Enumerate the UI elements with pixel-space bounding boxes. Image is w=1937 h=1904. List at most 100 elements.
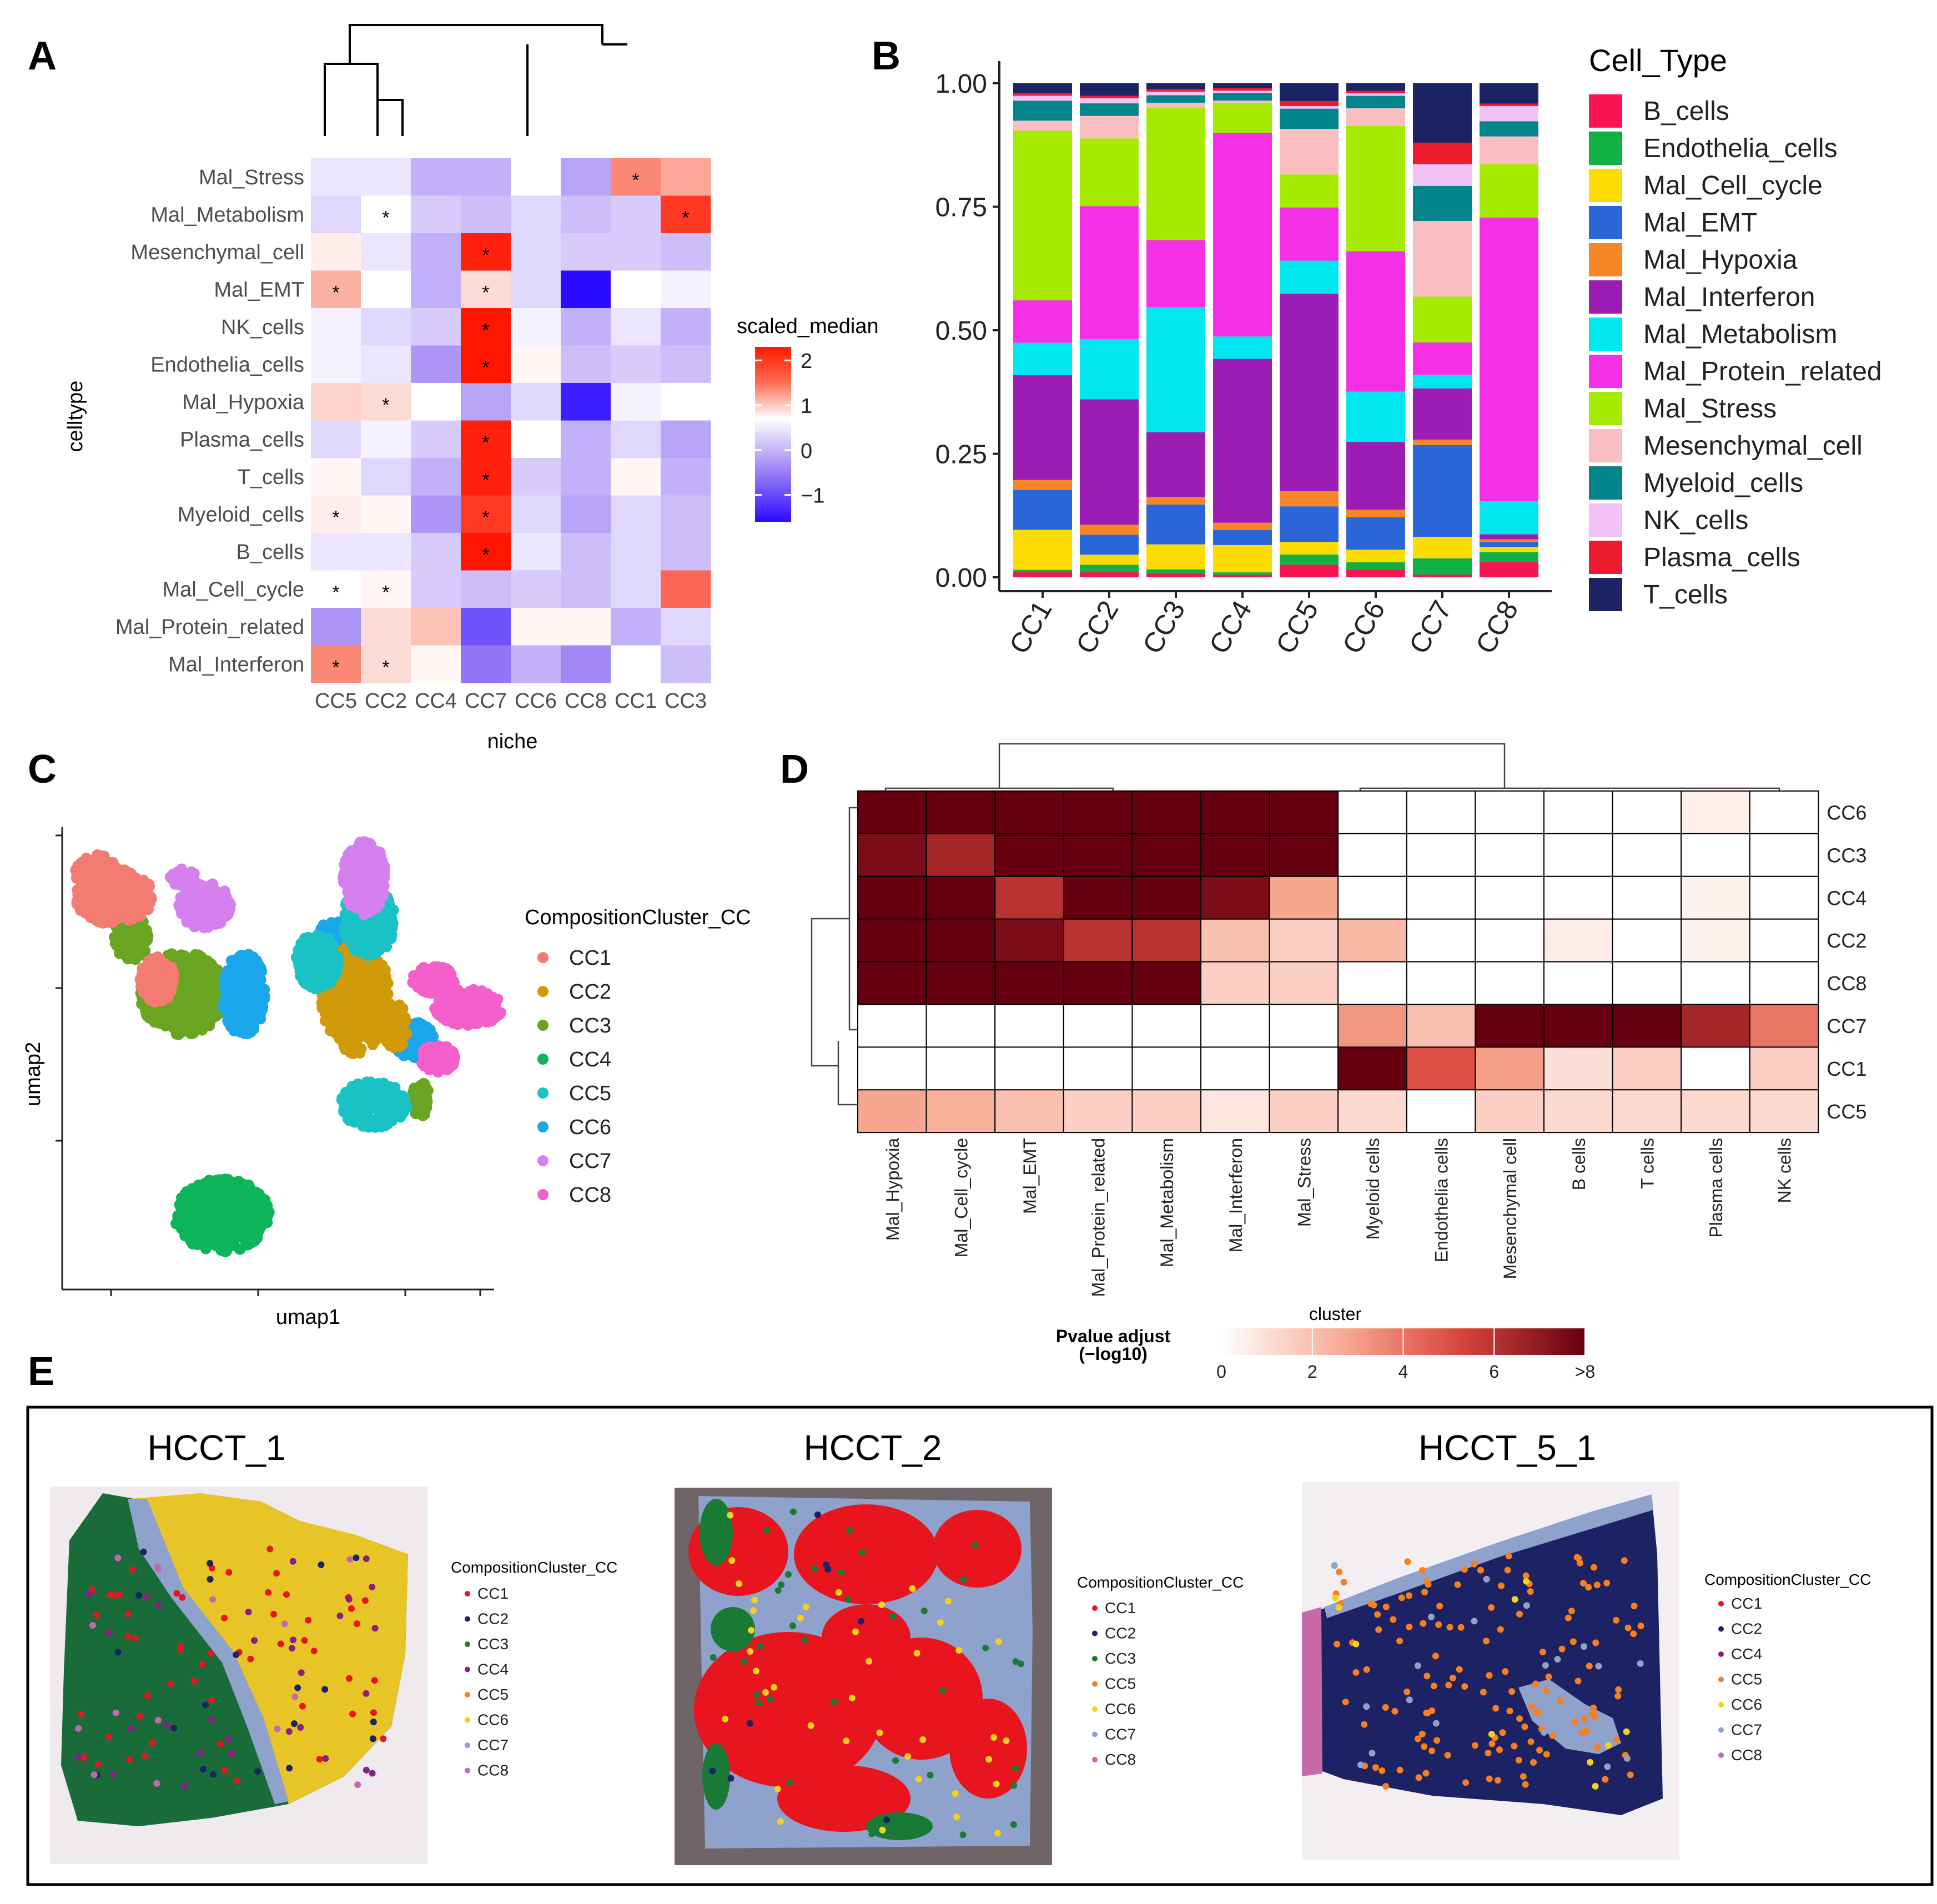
heatmap-a-cell-Mal_Metabolism-CC5: [311, 195, 361, 234]
heatmap-a-cell-B_cells-CC2: [361, 533, 411, 571]
umap-point-CC7: [202, 893, 214, 905]
legend-b-label: Mal_Metabolism: [1643, 320, 1837, 349]
heatmap-a-cell-Mal_Hypoxia-CC4: [411, 383, 461, 421]
umap-point-CC7: [353, 851, 365, 863]
legend-a-tick-label: 2: [801, 350, 812, 373]
bar-b-CC1-Mal_Metabolism: [1013, 342, 1072, 375]
legend-b-swatch-T_cells: [1589, 578, 1622, 611]
umap-point-CC4: [219, 1246, 231, 1257]
heatmap-a-cell-NK_cells-CC6: [511, 308, 561, 346]
bar-b-CC2-Mal_Interferon: [1080, 399, 1139, 525]
umap-point-CC2: [355, 1016, 367, 1027]
bar-b-CC8-Mal_Stress: [1480, 164, 1538, 218]
heatmap-a-cell-Mal_Stress-CC3: [661, 158, 711, 196]
heatmap-a-col-label: CC1: [615, 689, 657, 713]
bar-b-CC1-Mesenchymal_cell: [1013, 120, 1072, 131]
panel-d-legend-title-2: (−log10): [1079, 1344, 1148, 1364]
heatmap-d-cell-CC1-Myeloid cells: [1337, 1046, 1407, 1091]
umap-point-CC5: [311, 981, 323, 993]
heatmap-a-star: *: [482, 432, 489, 453]
bar-b-CC1-Plasma_cells: [1013, 93, 1072, 96]
bar-b-CC8-Mal_Metabolism: [1480, 501, 1538, 535]
heatmap-d-cell-CC2-Mal_Metabolism: [1131, 918, 1202, 963]
umap-point-CC4: [193, 1216, 204, 1228]
umap-point-CC8: [455, 995, 466, 1006]
heatmap-a-cell-Plasma_cells-CC3: [661, 420, 711, 459]
bar-b-CC2-Mal_Metabolism: [1080, 339, 1139, 400]
heatmap-d-cell-CC2-NK cells: [1749, 918, 1819, 963]
umap-point-CC2: [355, 980, 366, 992]
bar-b-CC1-T_cells: [1013, 83, 1072, 93]
heatmap-d-cell-CC2-B cells: [1543, 918, 1613, 963]
umap-point-CC3: [152, 1014, 164, 1025]
umap-point-CC1: [153, 986, 164, 998]
heatmap-a-cell-Mal_EMT-CC5: [311, 270, 361, 309]
bar-b-CC8-Plasma_cells: [1480, 103, 1538, 107]
umap-point-CC5: [372, 1102, 384, 1114]
heatmap-a-cell-Mal_Stress-CC6: [511, 158, 561, 196]
heatmap-a-cell-Mal_Cell_cycle-CC5: [311, 570, 361, 608]
bar-b-CC3-Mal_Protein_related: [1146, 240, 1205, 308]
heatmap-a-cell-Mesenchymal_cell-CC6: [511, 233, 561, 271]
legend-b-label: Mal_Cell_cycle: [1643, 171, 1823, 200]
umap-point-CC2: [348, 1032, 359, 1044]
umap-point-CC4: [208, 1214, 219, 1226]
umap-point-CC5: [369, 1121, 381, 1133]
umap-point-CC3: [177, 953, 188, 964]
umap-point-CC2: [374, 963, 386, 974]
legend-d-tick-label: 2: [1307, 1362, 1317, 1382]
heatmap-a-row-label: Mesenchymal_cell: [130, 241, 304, 264]
legend-b-swatch-Mal_Hypoxia: [1589, 243, 1622, 276]
heatmap-d-cell-CC8-T cells: [1612, 961, 1682, 1005]
heatmap-d-cell-CC7-B cells: [1543, 1004, 1613, 1048]
heatmap-a-cell-Mal_EMT-CC3: [661, 270, 711, 309]
heatmap-a-cell-Endothelia_cells-CC1: [611, 345, 661, 384]
heatmap-d-cell-CC5-Mal_Metabolism: [1131, 1089, 1202, 1134]
bar-b-CC8-NK_cells: [1480, 106, 1538, 122]
bar-b-CC5-Mesenchymal_cell: [1280, 129, 1339, 175]
panel-d-left-dendrogram: [811, 807, 858, 1106]
heatmap-d-cell-CC5-Mal_Cell_cycle: [925, 1089, 996, 1134]
heatmap-d-cell-CC4-Mal_Cell_cycle: [925, 875, 996, 920]
umap-point-CC4: [179, 1207, 190, 1218]
heatmap-a-cell-Mesenchymal_cell-CC5: [311, 233, 361, 271]
bar-b-CC5-Mal_Metabolism: [1280, 260, 1339, 294]
heatmap-a-cell-B_cells-CC7: [461, 533, 511, 571]
heatmap-a-cell-T_cells-CC2: [361, 458, 411, 496]
heatmap-a-cell-Endothelia_cells-CC5: [311, 345, 361, 384]
heatmap-d-cell-CC7-Mal_Protein_related: [1063, 1004, 1133, 1048]
legend-b-label: Mal_Interferon: [1643, 283, 1815, 312]
bar-b-CC5-Myeloid_cells: [1280, 108, 1339, 129]
heatmap-d-cell-CC8-Endothelia cells: [1406, 961, 1476, 1005]
legend-c-dot-CC4: [537, 1054, 549, 1065]
bar-b-CC6-Mesenchymal_cell: [1346, 108, 1405, 126]
umap-point-CC3: [109, 931, 120, 943]
legend-b-swatch-Plasma_cells: [1589, 541, 1622, 574]
legend-d-tick-label: 4: [1398, 1362, 1408, 1382]
heatmap-d-col-label: Mal_Hypoxia: [883, 1138, 903, 1241]
heatmap-a-cell-Mesenchymal_cell-CC8: [561, 233, 611, 271]
umap-point-CC2: [380, 971, 391, 983]
umap-point-CC1: [116, 908, 127, 919]
heatmap-a-cell-Mal_Metabolism-CC7: [461, 195, 511, 234]
legend-c-label: CC4: [569, 1048, 611, 1071]
umap-point-CC6: [250, 983, 261, 995]
umap-point-CC7: [363, 838, 374, 850]
umap-point-CC5: [325, 938, 337, 950]
bar-b-CC1-Mal_Interferon: [1013, 375, 1072, 480]
heatmap-a-star: *: [482, 320, 489, 341]
umap-point-CC5: [356, 1116, 368, 1128]
umap-point-CC2: [363, 972, 374, 984]
heatmap-d-col-label: Mal_Stress: [1294, 1138, 1314, 1227]
heatmap-d-cell-CC5-Myeloid cells: [1337, 1089, 1407, 1134]
legend-b-label: Mal_Hypoxia: [1643, 245, 1798, 275]
heatmap-d-col-label: Mal_Cell_cycle: [951, 1138, 971, 1257]
bar-b-CC4-Endothelia_cells: [1213, 572, 1272, 575]
umap-point-CC2: [385, 1008, 397, 1020]
heatmap-d-row-label: CC4: [1827, 886, 1866, 909]
bar-b-CC4-Plasma_cells: [1213, 88, 1272, 91]
bar-b-CC4-Myeloid_cells: [1213, 93, 1272, 101]
bar-b-CC6-Mal_Protein_related: [1346, 251, 1405, 392]
heatmap-a-cell-Mal_EMT-CC8: [561, 270, 611, 309]
bar-b-CC3-Mesenchymal_cell: [1146, 103, 1205, 108]
